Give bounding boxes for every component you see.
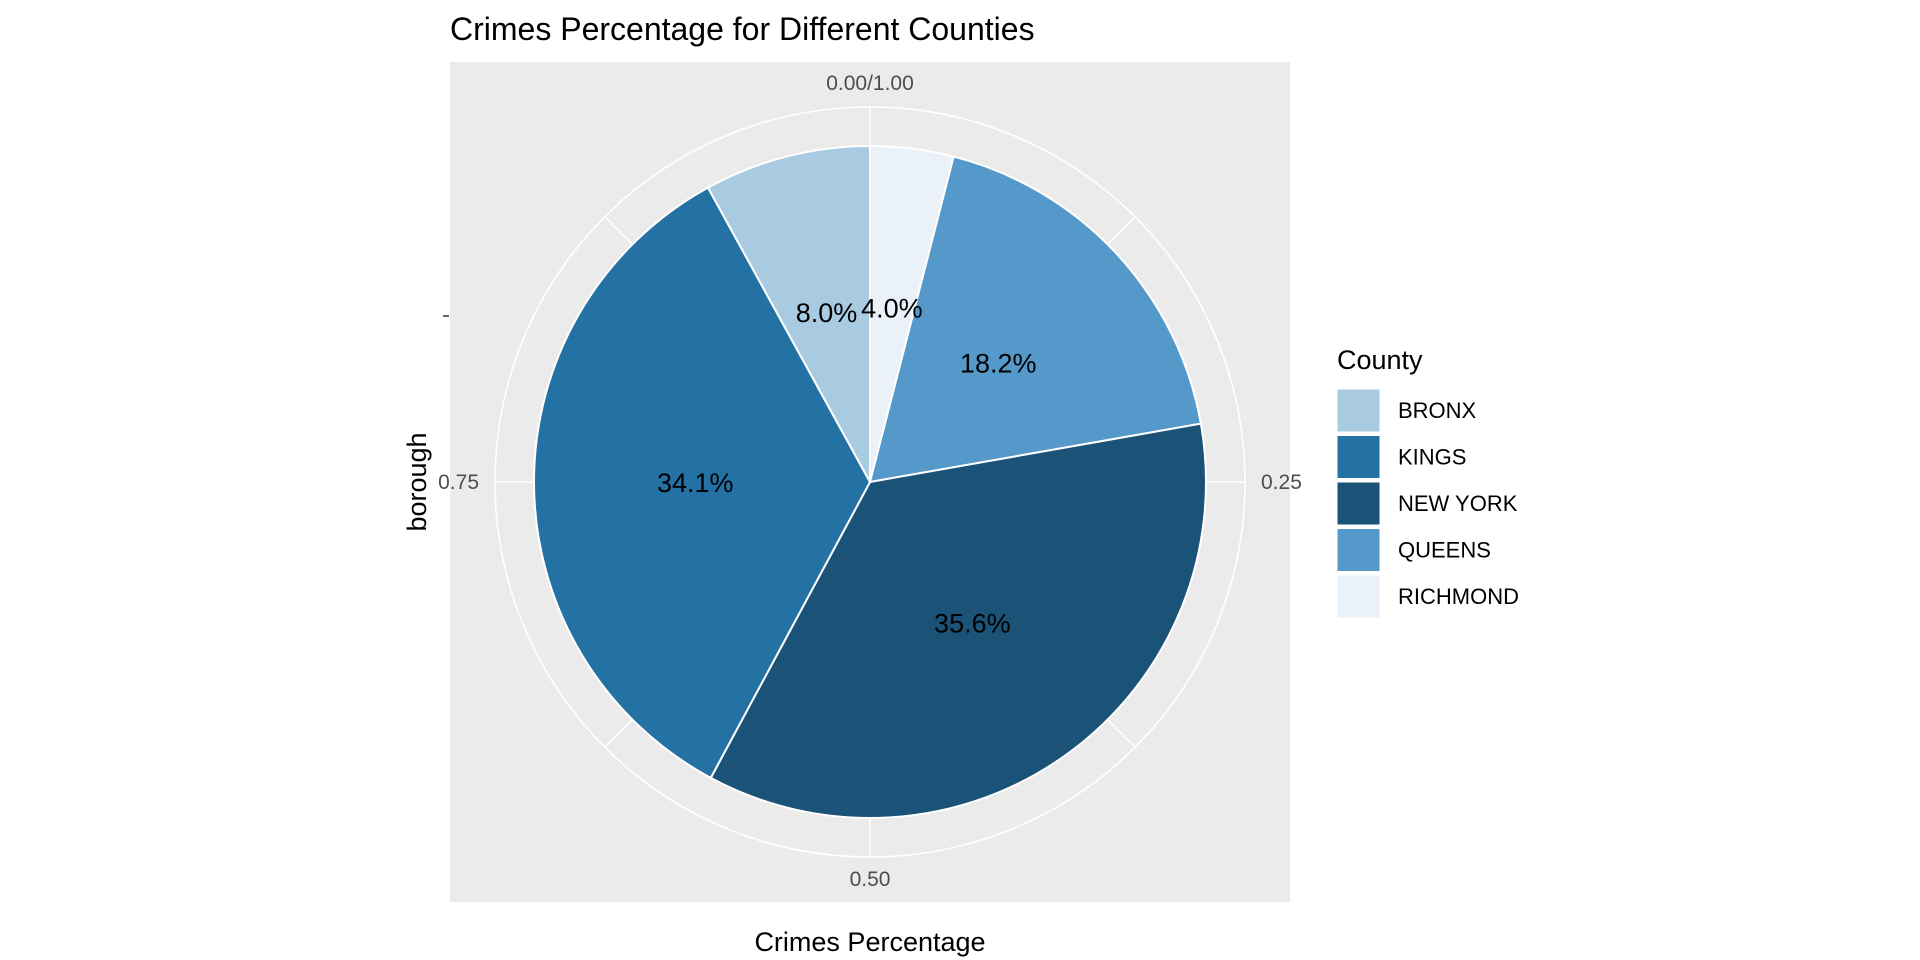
pct-label-bronx: 8.0% [796,298,858,328]
legend: County BRONX KINGS NEW YORK QUEENS RICHMOND [1336,345,1519,619]
legend-swatch-bronx [1336,388,1381,433]
legend-label-new-york: NEW YORK [1398,491,1518,516]
pct-label-kings: 34.1% [657,468,734,498]
theta-tick-label: 0.50 [850,868,891,891]
legend-swatch-queens [1336,528,1381,572]
chart-title: Crimes Percentage for Different Counties [450,11,1035,47]
pie-slices [533,144,1208,820]
legend-label-queens: QUEENS [1398,538,1491,563]
legend-swatch-kings [1336,435,1381,479]
slice-kings [533,186,872,780]
y-axis-title: borough [402,432,432,531]
legend-title: County [1337,345,1423,375]
theta-tick-label: 0.00/1.00 [826,72,914,95]
percentage-labels: 4.0% 18.2% 35.6% 34.1% 8.0% [657,294,1036,639]
theta-tick-label: 0.25 [1261,471,1302,494]
legend-swatch-new-york [1336,481,1381,526]
slice-queens [868,155,1203,484]
slice-new-york [709,422,1208,820]
pct-label-queens: 18.2% [960,348,1037,378]
legend-label-kings: KINGS [1398,445,1466,470]
pct-label-new-york: 35.6% [934,609,1011,639]
x-axis-title: Crimes Percentage [754,927,985,957]
legend-swatch-richmond [1336,574,1381,619]
legend-label-richmond: RICHMOND [1398,584,1519,609]
slice-bronx [706,144,871,483]
theta-tick-label: 0.75 [438,471,479,494]
pct-label-richmond: 4.0% [861,294,923,324]
legend-items: BRONX KINGS NEW YORK QUEENS RICHMOND [1336,388,1519,619]
theta-tick-labels: 0.00/1.00 0.25 0.50 0.75 [438,72,1302,891]
legend-label-bronx: BRONX [1398,398,1477,423]
grid-circle-outer [494,106,1246,858]
